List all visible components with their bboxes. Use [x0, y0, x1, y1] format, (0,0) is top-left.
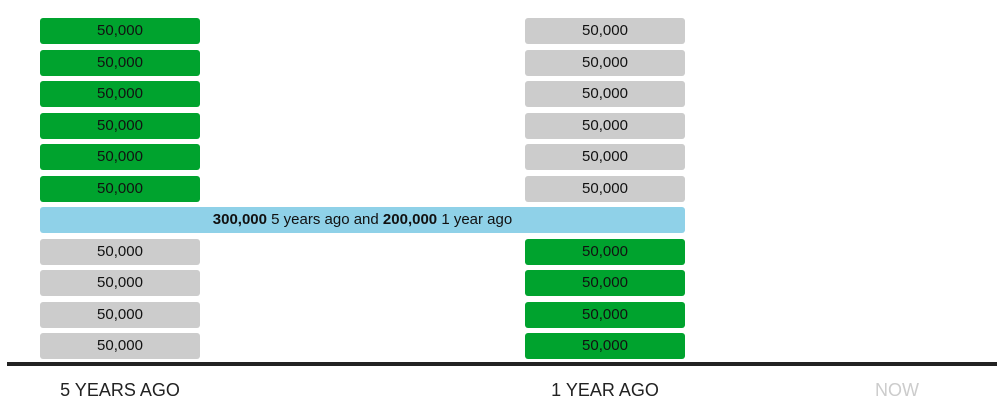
amount-box: 50,000 — [525, 270, 685, 296]
column-label: NOW — [875, 380, 919, 400]
amount-box: 50,000 — [525, 18, 685, 44]
amount-box: 50,000 — [40, 144, 200, 170]
banner-text: 1 year ago — [437, 211, 513, 228]
amount-box: 50,000 — [525, 144, 685, 170]
amount-box: 50,000 — [40, 18, 200, 44]
amount-box: 50,000 — [40, 112, 200, 139]
amount-box: 50,000 — [40, 270, 200, 296]
banner-text: 300,000 — [212, 211, 267, 228]
amount-box: 50,000 — [40, 238, 200, 265]
amount-box: 50,000 — [525, 49, 685, 76]
amount-box: 50,000 — [40, 81, 200, 107]
amount-box: 50,000 — [525, 238, 685, 265]
amount-box: 50,000 — [40, 49, 200, 76]
amount-box: 50,000 — [40, 175, 200, 202]
banner-text: 200,000 — [382, 211, 438, 228]
amount-box: 50,000 — [525, 112, 685, 139]
column-label: 1 YEAR AGO — [551, 380, 659, 400]
amount-box: 50,000 — [525, 333, 685, 359]
axis-line — [7, 362, 997, 366]
amount-box: 50,000 — [525, 81, 685, 107]
summary-banner: 300,000 5 years ago and 200,000 1 year a… — [40, 207, 685, 233]
amount-box: 50,000 — [40, 301, 200, 328]
amount-box: 50,000 — [525, 175, 685, 202]
amount-box: 50,000 — [40, 333, 200, 359]
banner-text: 5 years ago and — [267, 211, 383, 228]
amount-box: 50,000 — [525, 301, 685, 328]
column-label: 5 YEARS AGO — [60, 380, 180, 400]
